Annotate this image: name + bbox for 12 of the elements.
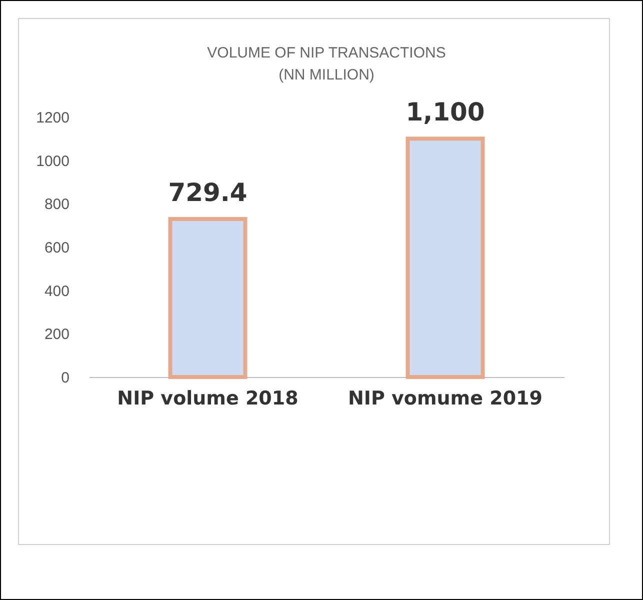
y-tick-label: 1000 xyxy=(36,152,70,170)
y-tick-label: 0 xyxy=(61,370,70,386)
y-tick-label: 400 xyxy=(44,282,70,300)
x-tick-label: NIP vomume 2019 xyxy=(348,388,542,410)
y-tick-label: 800 xyxy=(44,196,70,214)
data-label: 1,100 xyxy=(406,98,485,127)
x-tick-label: NIP volume 2018 xyxy=(117,388,298,410)
y-tick-label: 200 xyxy=(44,326,70,344)
chart-title: VOLUME OF NIP TRANSACTIONS (NN MILLION) xyxy=(207,44,446,84)
data-label: 729.4 xyxy=(168,178,248,207)
y-tick-label: 1200 xyxy=(36,110,70,126)
y-tick-label: 600 xyxy=(44,240,70,256)
